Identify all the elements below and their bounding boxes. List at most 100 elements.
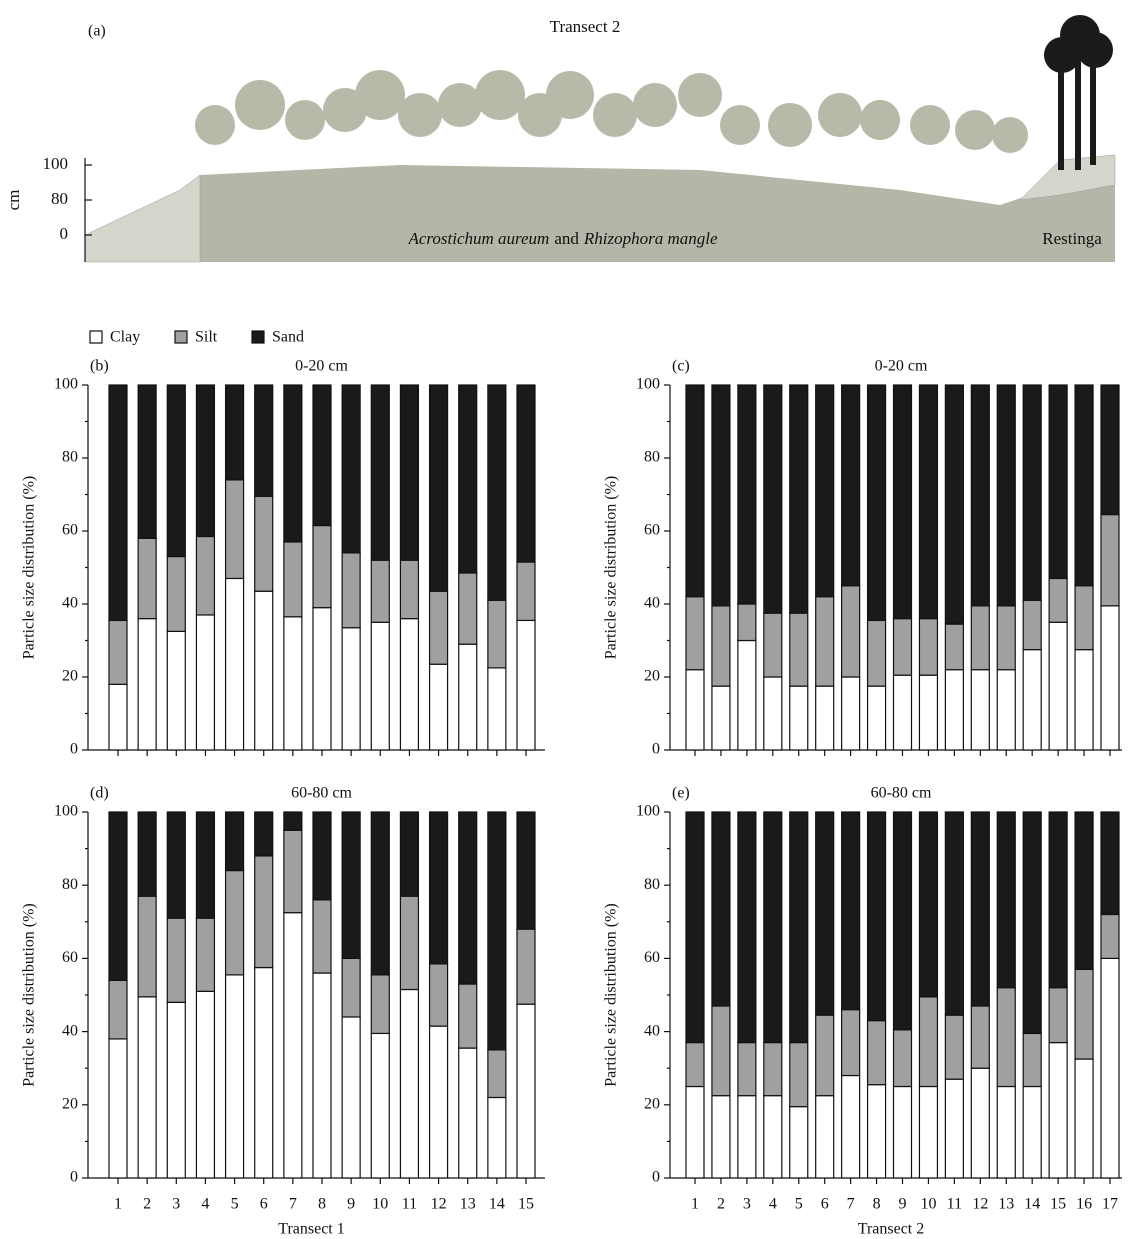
bar-segment — [341, 811, 361, 959]
y-tick-label: 40 — [644, 1022, 660, 1039]
bar-segment — [108, 384, 128, 622]
x-tick-label: 15 — [1050, 1196, 1066, 1213]
y-tick-label: 40 — [644, 595, 660, 612]
bar-segment — [737, 1095, 757, 1179]
x-tick-label: 11 — [947, 1196, 962, 1213]
x-tick-label: 6 — [821, 1196, 829, 1213]
bar-segment — [1100, 513, 1120, 607]
x-tick-label: 13 — [460, 1196, 476, 1213]
y-tick-label: 40 — [62, 1022, 78, 1039]
bar-segment — [841, 1009, 861, 1077]
bar-segment — [487, 599, 507, 669]
y-tick-label: 100 — [636, 803, 660, 820]
bar-segment — [166, 1001, 186, 1179]
bar-segment — [996, 384, 1016, 607]
bar-segment — [815, 1095, 835, 1179]
bar-segment — [341, 384, 361, 554]
bar-segment — [763, 1041, 783, 1097]
bar-segment — [312, 384, 332, 527]
species-joiner: and — [554, 229, 579, 248]
panel-label: (c) — [672, 358, 690, 375]
bar-segment — [341, 1016, 361, 1179]
bar-segment — [944, 623, 964, 671]
bar-segment — [195, 384, 216, 538]
bar-segment — [996, 1085, 1016, 1179]
bar-segment — [108, 1038, 128, 1179]
bar-segment — [1074, 649, 1094, 751]
bar-segment — [711, 1095, 731, 1179]
bar-segment — [283, 541, 303, 618]
bar-segment — [516, 384, 536, 563]
bar-segment — [789, 612, 809, 687]
x-tick-label: 8 — [318, 1196, 326, 1213]
panel-label: (a) — [88, 23, 106, 40]
y-tick-label: 0 — [652, 741, 660, 758]
bar-segment — [137, 384, 157, 539]
bar-segment — [254, 495, 274, 592]
species-name: Rhizophora mangle — [583, 229, 718, 248]
bar-segment — [137, 617, 157, 751]
bar-segment — [166, 917, 186, 1003]
x-tick-label: 9 — [899, 1196, 907, 1213]
y-tick-label: 20 — [644, 668, 660, 685]
bar-segment — [254, 384, 274, 497]
x-tick-label: 5 — [795, 1196, 803, 1213]
bar-segment — [370, 974, 390, 1035]
bar-segment — [815, 384, 835, 598]
x-tick-label: 4 — [769, 1196, 777, 1213]
bar-segment — [108, 619, 128, 685]
bar-segment — [1100, 384, 1120, 516]
bar-segment — [1048, 1041, 1068, 1179]
x-tick-label: 3 — [743, 1196, 751, 1213]
bar-segment — [763, 612, 783, 678]
bar-segment — [108, 979, 128, 1040]
bar-segment — [685, 1085, 705, 1179]
bar-segment — [428, 1025, 449, 1179]
x-tick-label: 5 — [231, 1196, 239, 1213]
bar-segment — [1100, 913, 1120, 959]
bar-segment — [195, 990, 216, 1179]
bar-segment — [487, 384, 507, 601]
legend-swatch — [89, 330, 103, 344]
profile-y-label: 0 — [60, 224, 69, 243]
palms — [1044, 15, 1113, 170]
bar-segment — [841, 585, 861, 678]
x-tick-label: 1 — [114, 1196, 122, 1213]
bar-segment — [892, 674, 913, 751]
bar-segment — [970, 384, 990, 607]
x-axis-title: Transect 2 — [858, 1221, 925, 1238]
bar-segment — [737, 639, 757, 751]
bar-segment — [312, 607, 332, 751]
bar-segment — [458, 643, 478, 751]
bar-segment — [283, 811, 303, 831]
bar-segment — [458, 1047, 478, 1179]
panel-label: (d) — [90, 785, 109, 802]
bar-segment — [312, 899, 332, 974]
bar-segment — [283, 616, 303, 751]
bar-segment — [224, 577, 245, 751]
bar-segment — [1074, 1058, 1094, 1179]
y-tick-label: 80 — [62, 449, 78, 466]
bar-segment — [866, 1020, 887, 1086]
bar-segment — [918, 811, 939, 998]
x-tick-label: 7 — [289, 1196, 297, 1213]
bar-segment — [1022, 1032, 1042, 1088]
y-tick-label: 80 — [644, 449, 660, 466]
chart-title: 60-80 cm — [291, 785, 352, 802]
bar-segment — [815, 596, 835, 687]
zone-label: Restinga — [1042, 229, 1102, 248]
bar-segment — [487, 667, 507, 751]
bar-segment — [399, 895, 420, 991]
bar-segment — [399, 559, 420, 620]
bar-segment — [458, 983, 478, 1049]
bar-segment — [166, 630, 186, 751]
bar-segment — [166, 811, 186, 919]
x-tick-label: 16 — [1076, 1196, 1092, 1213]
y-tick-label: 20 — [62, 668, 78, 685]
bar-segment — [685, 596, 705, 671]
bar-segment — [399, 988, 420, 1179]
bar-segment — [866, 619, 887, 687]
bar-segment — [866, 811, 887, 1022]
bar-segment — [892, 1029, 913, 1088]
bar-segment — [685, 811, 705, 1044]
